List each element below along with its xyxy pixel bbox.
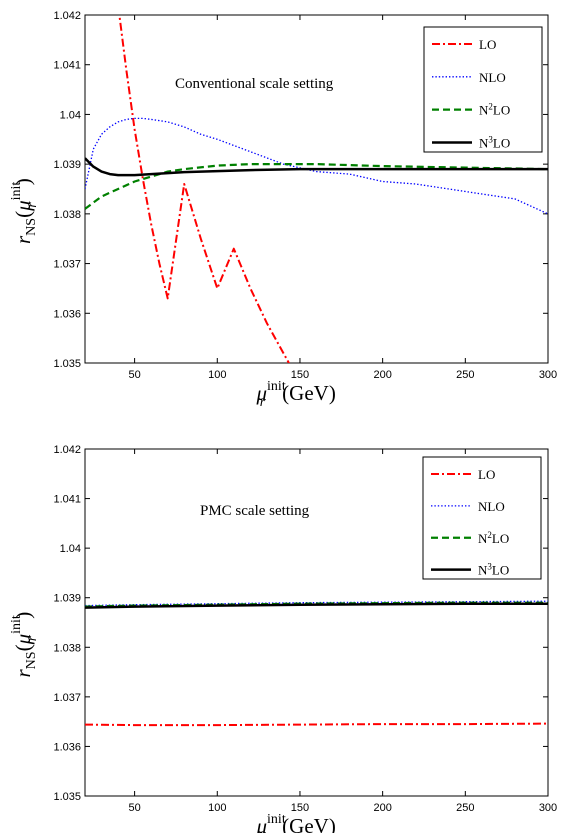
chart-annotation: Conventional scale setting <box>175 76 334 92</box>
y-tick-label: 1.038 <box>53 209 81 221</box>
x-tick-label: 150 <box>291 802 309 814</box>
legend-label: N2LO <box>479 102 510 118</box>
series-line-n2lo <box>85 163 548 210</box>
y-tick-label: 1.035 <box>53 358 81 370</box>
series-line-n3lo <box>85 602 548 609</box>
chart-panel-2: 1.035 1.036 1.037 1.038 1.039 1.04 1.041 1.042 5… <box>9 444 557 833</box>
x-tick-label: 50 <box>128 369 140 381</box>
chart-annotation: PMC scale setting <box>200 503 310 519</box>
y-tick-label: 1.039 <box>53 593 81 605</box>
legend-label: N3LO <box>478 562 509 578</box>
y-tick-label: 1.042 <box>53 444 81 456</box>
legend-label: NLO <box>478 499 505 514</box>
x-tick-label: 200 <box>373 802 391 814</box>
y-tick-label: 1.036 <box>53 308 81 320</box>
x-tick-label: 300 <box>539 802 557 814</box>
x-tick-label: 250 <box>456 369 474 381</box>
x-tick-label: 50 <box>128 802 140 814</box>
legend-label: N3LO <box>479 134 510 150</box>
y-tick-label: 1.039 <box>53 159 81 171</box>
legend-box <box>422 456 542 580</box>
y-tick-label: 1.038 <box>53 642 81 654</box>
series-line-n3lo <box>85 157 548 177</box>
series-group <box>85 15 548 363</box>
y-tick-label: 1.041 <box>53 494 81 506</box>
series-line-nlo <box>85 117 548 215</box>
legend-label: LO <box>478 467 495 482</box>
series-group <box>85 600 548 727</box>
legend-box <box>423 26 543 153</box>
x-tick-label: 300 <box>539 369 557 381</box>
x-tick-label: 100 <box>208 369 226 381</box>
y-tick-label: 1.036 <box>53 741 81 753</box>
y-tick-label: 1.04 <box>60 109 81 121</box>
series-line-lo <box>85 722 548 727</box>
y-axis-label: rNS(μinitr) <box>9 178 40 244</box>
x-tick-label: 200 <box>373 369 391 381</box>
legend-label: NLO <box>479 70 506 85</box>
x-tick-label: 250 <box>456 802 474 814</box>
legend-label: N2LO <box>478 530 509 546</box>
y-tick-label: 1.041 <box>53 60 81 72</box>
y-tick-label: 1.037 <box>53 259 81 271</box>
chart-panel-1: 1.035 1.036 1.037 1.038 1.039 1.04 1.041 1.042 5… <box>9 10 557 410</box>
y-tick-label: 1.04 <box>60 543 81 555</box>
x-tick-label: 150 <box>291 369 309 381</box>
legend-label: LO <box>479 37 496 52</box>
x-tick-label: 100 <box>208 802 226 814</box>
y-tick-label: 1.035 <box>53 791 81 803</box>
y-axis-label: rNS(μinitr) <box>9 612 40 678</box>
x-axis-label: μinitr(GeV) <box>256 812 336 833</box>
y-tick-label: 1.037 <box>53 692 81 704</box>
y-tick-label: 1.042 <box>53 10 81 22</box>
series-line-lo <box>118 15 291 363</box>
